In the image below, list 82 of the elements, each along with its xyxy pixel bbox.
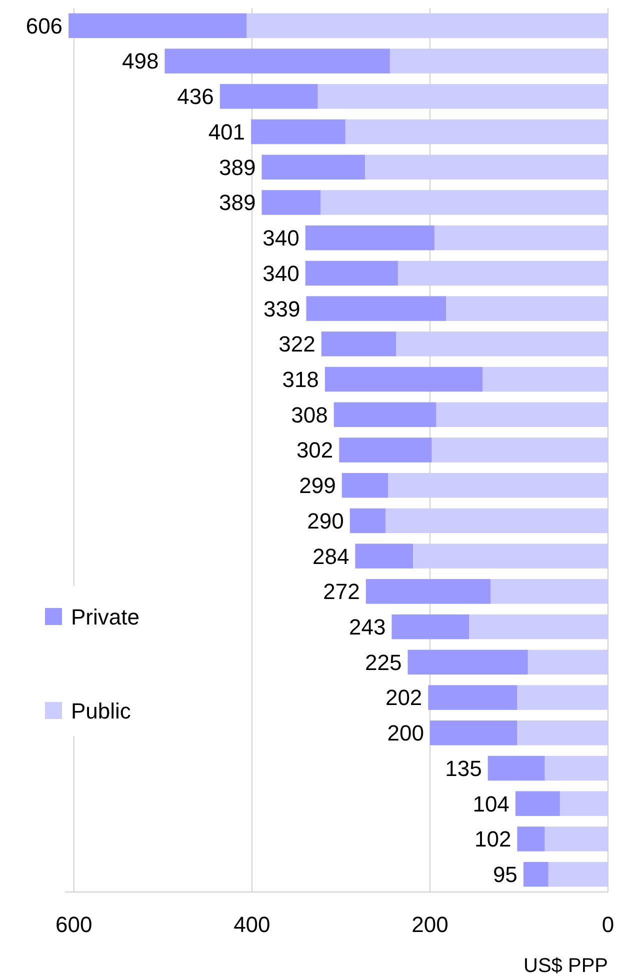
total-label: 318 bbox=[282, 366, 319, 392]
bar bbox=[523, 862, 548, 887]
total-label: 102 bbox=[474, 826, 512, 852]
total-label: 322 bbox=[278, 332, 316, 357]
x-tick-label: 0 bbox=[602, 912, 614, 937]
bar bbox=[413, 544, 608, 568]
bar bbox=[528, 650, 608, 675]
bar bbox=[515, 791, 560, 816]
bar bbox=[396, 332, 608, 356]
bar bbox=[408, 650, 528, 675]
total-label: 389 bbox=[219, 190, 256, 216]
bar bbox=[544, 826, 608, 852]
total-label: 606 bbox=[26, 13, 63, 38]
bar bbox=[482, 366, 608, 392]
total-label: 340 bbox=[262, 226, 300, 251]
bar bbox=[392, 614, 470, 640]
total-label: 202 bbox=[385, 685, 422, 710]
bar bbox=[318, 84, 608, 109]
bar bbox=[246, 13, 608, 38]
bar bbox=[469, 614, 608, 640]
bar bbox=[388, 472, 608, 498]
bar bbox=[321, 332, 396, 356]
bar bbox=[390, 48, 608, 74]
bar bbox=[339, 438, 432, 462]
total-label: 95 bbox=[492, 862, 518, 888]
bar bbox=[324, 366, 482, 392]
total-label: 302 bbox=[296, 438, 334, 463]
total-label: 225 bbox=[364, 650, 402, 675]
bar bbox=[432, 438, 608, 462]
total-label: 401 bbox=[208, 119, 246, 144]
legend-label: Public bbox=[71, 698, 131, 724]
x-tick-label: 200 bbox=[412, 912, 448, 937]
bar bbox=[446, 296, 608, 321]
total-label: 243 bbox=[348, 614, 386, 640]
bar bbox=[517, 826, 545, 852]
x-tick-label: 600 bbox=[56, 912, 92, 937]
total-label: 340 bbox=[262, 260, 300, 286]
bar bbox=[220, 84, 318, 109]
bar bbox=[364, 154, 608, 180]
x-tick-label: 400 bbox=[234, 912, 270, 937]
bar bbox=[385, 508, 608, 534]
total-label: 104 bbox=[472, 791, 510, 816]
bar bbox=[334, 402, 436, 428]
total-label: 299 bbox=[299, 473, 336, 498]
bar bbox=[262, 154, 365, 180]
bar bbox=[517, 720, 608, 746]
total-label: 135 bbox=[445, 756, 482, 781]
bar bbox=[430, 720, 518, 746]
total-label: 308 bbox=[291, 402, 328, 428]
bar bbox=[345, 119, 608, 144]
bar bbox=[306, 296, 446, 321]
legend-label: Private bbox=[71, 604, 140, 630]
total-label: 284 bbox=[312, 544, 350, 569]
bar bbox=[355, 544, 414, 568]
total-label: 290 bbox=[307, 508, 344, 534]
bar bbox=[251, 119, 346, 144]
total-label: 498 bbox=[122, 48, 159, 74]
bar bbox=[434, 225, 608, 250]
bar bbox=[262, 190, 320, 215]
bar bbox=[305, 225, 434, 250]
bar bbox=[305, 260, 398, 286]
bar bbox=[366, 579, 490, 604]
bar bbox=[320, 190, 608, 215]
x-axis-title: US$ PPP bbox=[524, 955, 608, 977]
bar bbox=[548, 862, 608, 887]
total-label: 272 bbox=[323, 579, 360, 604]
bar bbox=[517, 685, 608, 710]
bar bbox=[350, 508, 386, 534]
bar bbox=[164, 48, 390, 74]
bar bbox=[544, 756, 608, 781]
total-label: 389 bbox=[219, 154, 256, 180]
bar bbox=[428, 685, 518, 710]
bar bbox=[68, 13, 247, 38]
bar bbox=[398, 260, 608, 286]
bar bbox=[488, 756, 545, 781]
total-label: 339 bbox=[264, 296, 300, 322]
bar bbox=[436, 402, 608, 428]
total-label: 436 bbox=[177, 84, 214, 110]
bar bbox=[560, 791, 608, 816]
bar bbox=[342, 472, 388, 498]
bar bbox=[490, 579, 608, 604]
total-label: 200 bbox=[387, 720, 424, 746]
